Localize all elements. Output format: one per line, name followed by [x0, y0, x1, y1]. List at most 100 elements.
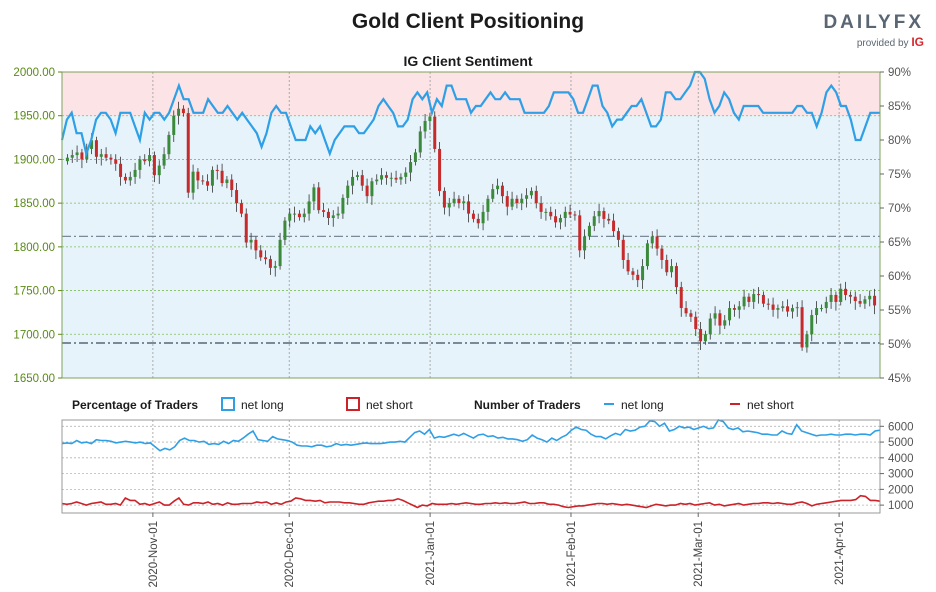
candle-body	[650, 236, 654, 244]
candle-body	[554, 216, 558, 223]
candle-body	[259, 250, 263, 258]
candle-body	[152, 155, 156, 176]
traders-frame	[61, 419, 881, 514]
candle-body	[795, 307, 799, 309]
candle-body	[563, 211, 567, 219]
candle-body	[438, 148, 442, 191]
candle-body	[148, 155, 152, 162]
candle-body	[288, 213, 292, 221]
candle-body	[660, 248, 664, 260]
dailyfx-logo: DAILYFX provided by IG	[823, 12, 924, 49]
candle-body	[505, 196, 509, 207]
candle-body	[515, 198, 519, 204]
candle-body	[268, 259, 272, 268]
candle-body	[220, 170, 224, 184]
candle-body	[235, 190, 239, 204]
legend-pct-label: Percentage of Traders	[72, 398, 198, 412]
candle-body	[529, 190, 533, 196]
candle-body	[689, 313, 693, 317]
candle-body	[186, 113, 190, 193]
logo-brand: IG	[911, 35, 924, 49]
candle-body	[684, 308, 688, 314]
candle-body	[375, 179, 379, 182]
price-tick-label: 1950.00	[13, 111, 55, 123]
candle-body	[786, 306, 790, 312]
candle-body	[428, 116, 432, 121]
candle-body	[873, 295, 877, 306]
date-tick-label: 2020-Nov-01	[148, 521, 160, 587]
candle-body	[549, 211, 553, 217]
reference-lines	[62, 235, 880, 345]
candle-body	[355, 175, 359, 177]
traders-axis: 1000 2000 3000 4000 5000 6000	[880, 421, 914, 512]
candle-body	[824, 301, 828, 309]
candle-body	[534, 190, 538, 204]
traders-short-line	[61, 494, 881, 509]
candle-body	[225, 179, 229, 184]
price-tick-label: 1750.00	[13, 286, 55, 298]
candle-body	[380, 175, 384, 180]
candle-body	[418, 131, 422, 153]
price-tick-label: 2000.00	[13, 67, 55, 79]
candle-body	[302, 213, 306, 218]
candle-body	[520, 198, 524, 204]
candle-body	[399, 176, 403, 180]
candle-body	[94, 140, 98, 157]
candle-body	[679, 287, 683, 309]
candle-body	[312, 187, 316, 202]
candle-body	[336, 213, 340, 216]
legend-num-label: Number of Traders	[474, 398, 581, 412]
traders-tick-label: 2000	[888, 484, 914, 496]
candle-body	[249, 239, 253, 243]
candle-body	[597, 211, 601, 217]
candle-body	[636, 274, 640, 281]
candle-body	[210, 169, 214, 186]
candle-body	[167, 134, 171, 155]
candle-body	[800, 307, 804, 348]
candle-body	[839, 288, 843, 302]
candle-body	[771, 304, 775, 310]
candle-body	[326, 211, 330, 219]
logo-tagline: provided by	[856, 38, 909, 49]
candle-body	[496, 185, 500, 190]
candle-body	[123, 176, 127, 181]
candle-body	[583, 236, 587, 251]
candle-body	[568, 211, 572, 215]
traders-tick-label: 6000	[888, 421, 914, 433]
candle-body	[370, 181, 374, 197]
traders-grid	[62, 420, 880, 513]
percent-long-line	[60, 70, 880, 158]
traders-tick-label: 3000	[888, 469, 914, 481]
candle-body	[254, 239, 258, 251]
percent-tick-label: 60%	[888, 271, 911, 283]
candle-body	[539, 203, 543, 212]
candle-body	[423, 120, 427, 132]
candle-body	[510, 198, 514, 207]
candle-body	[626, 259, 630, 272]
candle-body	[525, 195, 529, 199]
candle-body	[558, 218, 562, 223]
candle-body	[389, 177, 393, 179]
candle-body	[810, 315, 814, 335]
traders-tick-label: 4000	[888, 453, 914, 465]
candle-body	[119, 163, 123, 177]
candle-body	[65, 157, 69, 162]
date-tick-label: 2021-Mar-01	[693, 521, 705, 587]
candle-body	[703, 334, 707, 342]
candle-body	[544, 211, 548, 213]
percent-tick-label: 55%	[888, 305, 911, 317]
candle-body	[404, 172, 408, 177]
candle-body	[239, 203, 243, 214]
candle-body	[75, 152, 79, 156]
candle-body	[90, 140, 94, 149]
candle-body	[341, 197, 345, 214]
candle-body	[128, 176, 132, 181]
candle-body	[181, 108, 185, 114]
candle-body	[481, 211, 485, 224]
percent-axis: 45% 50% 55% 60% 65% 70% 75% 80% 85% 90%	[880, 67, 911, 385]
percent-tick-label: 70%	[888, 203, 911, 215]
candle-body	[752, 294, 756, 302]
candle-body	[829, 294, 833, 302]
candle-body	[616, 231, 620, 240]
candle-body	[858, 301, 862, 304]
